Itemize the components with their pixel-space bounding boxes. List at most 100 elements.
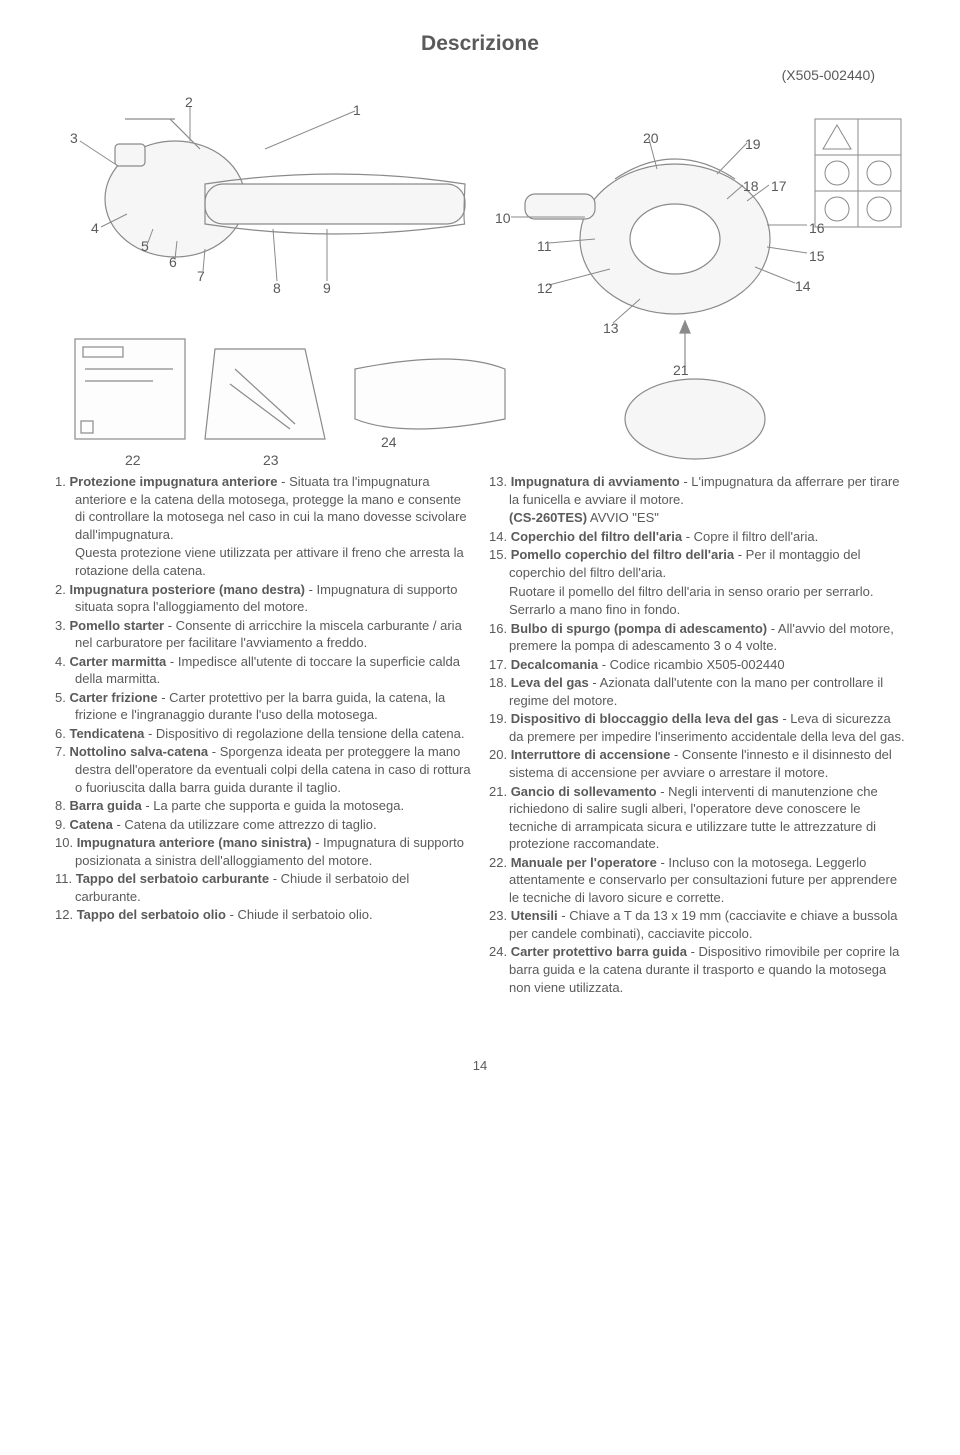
callout-24: 24 [381, 433, 397, 452]
item-term: Pomello starter [69, 618, 164, 633]
item-term: Impugnatura anteriore (mano sinistra) [77, 835, 312, 850]
subline-text: AVVIO "ES" [587, 510, 659, 525]
list-item: 2. Impugnatura posteriore (mano destra) … [55, 581, 471, 616]
list-item: 14. Coperchio del filtro dell'aria - Cop… [489, 528, 905, 546]
list-item: 4. Carter marmitta - Impedisce all'utent… [55, 653, 471, 688]
callout-22: 22 [125, 451, 141, 470]
item-number: 6. [55, 726, 69, 741]
item-term: Leva del gas [511, 675, 589, 690]
item-term: Gancio di sollevamento [511, 784, 657, 799]
item-number: 22. [489, 855, 511, 870]
item-extra: Ruotare il pomello del filtro dell'aria … [489, 583, 905, 601]
callout-7: 7 [197, 267, 205, 286]
callout-2: 2 [185, 93, 193, 112]
item-term: Protezione impugnatura anteriore [69, 474, 277, 489]
callout-15: 15 [809, 247, 825, 266]
item-number: 21. [489, 784, 511, 799]
model-tag: (CS-260TES) [509, 510, 587, 525]
item-desc: - Dispositivo di regolazione della tensi… [144, 726, 464, 741]
callout-4: 4 [91, 219, 99, 238]
item-number: 2. [55, 582, 69, 597]
list-item: 6. Tendicatena - Dispositivo di regolazi… [55, 725, 471, 743]
item-term: Carter frizione [69, 690, 157, 705]
callout-21: 21 [673, 361, 689, 380]
item-number: 16. [489, 621, 511, 636]
callout-20: 20 [643, 129, 659, 148]
item-desc: - Chiave a T da 13 x 19 mm (cacciavite e… [509, 908, 898, 941]
list-item: 10. Impugnatura anteriore (mano sinistra… [55, 834, 471, 869]
list-item: 12. Tappo del serbatoio olio - Chiude il… [55, 906, 471, 924]
item-term: Pomello coperchio del filtro dell'aria [511, 547, 734, 562]
callout-9: 9 [323, 279, 331, 298]
callout-17: 17 [771, 177, 787, 196]
item-term: Impugnatura di avviamento [511, 474, 680, 489]
item-extra: Questa protezione viene utilizzata per a… [55, 544, 471, 579]
callout-3: 3 [70, 129, 78, 148]
item-number: 17. [489, 657, 511, 672]
item-term: Carter protettivo barra guida [511, 944, 687, 959]
item-term: Tappo del serbatoio olio [77, 907, 226, 922]
callout-8: 8 [273, 279, 281, 298]
callout-11: 11 [537, 237, 552, 256]
callout-14: 14 [795, 277, 811, 296]
list-item: 3. Pomello starter - Consente di arricch… [55, 617, 471, 652]
list-item: 1. Protezione impugnatura anteriore - Si… [55, 473, 471, 543]
item-subline: (CS-260TES) AVVIO "ES" [489, 509, 905, 527]
item-desc: - Codice ricambio X505-002440 [598, 657, 784, 672]
item-number: 11. [55, 871, 76, 886]
item-extra: Serrarlo a mano fino in fondo. [489, 601, 905, 619]
item-number: 12. [55, 907, 77, 922]
model-code: (X505-002440) [55, 66, 905, 85]
list-item: 5. Carter frizione - Carter protettivo p… [55, 689, 471, 724]
item-number: 24. [489, 944, 511, 959]
callout-16: 16 [809, 219, 825, 238]
diagram-svg [55, 89, 905, 469]
list-item: 23. Utensili - Chiave a T da 13 x 19 mm … [489, 907, 905, 942]
item-term: Interruttore di accensione [511, 747, 671, 762]
item-number: 18. [489, 675, 511, 690]
item-term: Tappo del serbatoio carburante [76, 871, 269, 886]
callout-5: 5 [141, 237, 149, 256]
page-number: 14 [55, 1057, 905, 1075]
list-item: 17. Decalcomania - Codice ricambio X505-… [489, 656, 905, 674]
list-item: 16. Bulbo di spurgo (pompa di adescament… [489, 620, 905, 655]
item-number: 3. [55, 618, 69, 633]
item-number: 1. [55, 474, 69, 489]
page-title: Descrizione [55, 30, 905, 58]
list-item: 18. Leva del gas - Azionata dall'utente … [489, 674, 905, 709]
item-number: 5. [55, 690, 69, 705]
list-item: 8. Barra guida - La parte che supporta e… [55, 797, 471, 815]
description-columns: 1. Protezione impugnatura anteriore - Si… [55, 473, 905, 997]
item-number: 20. [489, 747, 511, 762]
item-desc: - Catena da utilizzare come attrezzo di … [113, 817, 377, 832]
item-number: 4. [55, 654, 69, 669]
list-item: 7. Nottolino salva-catena - Sporgenza id… [55, 743, 471, 796]
item-term: Impugnatura posteriore (mano destra) [69, 582, 304, 597]
item-number: 10. [55, 835, 77, 850]
item-number: 7. [55, 744, 69, 759]
list-item: 19. Dispositivo di bloccaggio della leva… [489, 710, 905, 745]
item-number: 23. [489, 908, 511, 923]
callout-13: 13 [603, 319, 619, 338]
callout-18: 18 [743, 177, 759, 196]
item-term: Manuale per l'operatore [511, 855, 657, 870]
item-number: 13. [489, 474, 511, 489]
item-number: 15. [489, 547, 511, 562]
list-item: 24. Carter protettivo barra guida - Disp… [489, 943, 905, 996]
list-item: 11. Tappo del serbatoio carburante - Chi… [55, 870, 471, 905]
item-term: Bulbo di spurgo (pompa di adescamento) [511, 621, 767, 636]
list-item: 22. Manuale per l'operatore - Incluso co… [489, 854, 905, 907]
list-item: 13. Impugnatura di avviamento - L'impugn… [489, 473, 905, 508]
item-term: Decalcomania [511, 657, 598, 672]
list-item: 15. Pomello coperchio del filtro dell'ar… [489, 546, 905, 581]
item-term: Catena [69, 817, 112, 832]
item-term: Dispositivo di bloccaggio della leva del… [511, 711, 779, 726]
item-number: 14. [489, 529, 511, 544]
item-term: Nottolino salva-catena [69, 744, 208, 759]
callout-23: 23 [263, 451, 279, 470]
item-term: Tendicatena [69, 726, 144, 741]
item-number: 8. [55, 798, 69, 813]
item-desc: - Chiude il serbatoio olio. [226, 907, 373, 922]
item-term: Carter marmitta [69, 654, 166, 669]
item-desc: - La parte che supporta e guida la motos… [142, 798, 404, 813]
